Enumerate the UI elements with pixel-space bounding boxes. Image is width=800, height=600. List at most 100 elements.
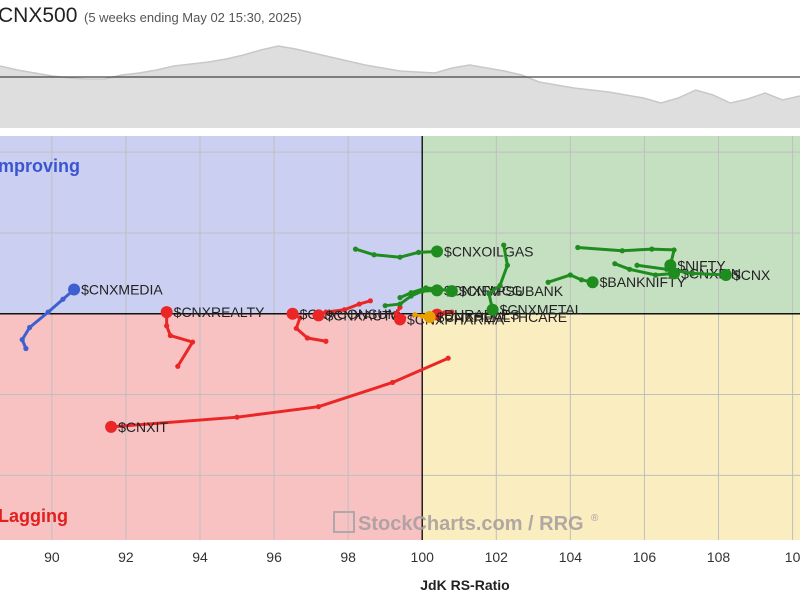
tail-point (619, 248, 625, 254)
tail-point (167, 332, 173, 339)
series-label: $CNXAUTO (326, 307, 402, 323)
tail-point (19, 337, 25, 343)
tail-point (389, 379, 396, 386)
series-label: $CNXCONSUM (300, 306, 400, 322)
tail-point (486, 290, 492, 297)
x-tick-label: 90 (44, 549, 60, 565)
tail-point (397, 301, 403, 307)
tail-point (545, 279, 551, 285)
tail-point (412, 311, 418, 318)
quadrants (0, 136, 800, 540)
series-label: $CNXPSUBANK (459, 283, 564, 299)
tail-point (341, 307, 348, 313)
watermark-text: StockCharts.com / RRG (358, 513, 584, 535)
series-label: $CNXFMCG (444, 282, 523, 298)
tail-head (586, 276, 599, 289)
series-cnxconsum: $CNXCONSUM (286, 306, 400, 344)
tail-point (164, 323, 170, 329)
tail-point (323, 338, 329, 344)
tail-point (664, 266, 670, 272)
x-tick-label: 102 (485, 549, 509, 565)
x-tick-label: 10 (785, 549, 800, 565)
gridlines (0, 136, 800, 540)
series-banknifty: $BANKNIFTY (545, 272, 687, 290)
tail-point (297, 315, 303, 321)
series-label: $CNXIT (118, 419, 168, 435)
series-cnxservice: $CNX (634, 262, 771, 283)
tail-point (408, 290, 414, 296)
chart-subtitle: (5 weeks ending May 02 15:30, 2025) (84, 10, 302, 25)
tail-point (671, 247, 677, 253)
tail-head (160, 306, 173, 319)
series-label: $CNXOILGAS (444, 244, 533, 260)
x-tick-label: 108 (707, 549, 731, 565)
tail-point (504, 262, 511, 268)
tail-point (627, 266, 633, 272)
quadrant-label-lagging: Lagging (0, 506, 68, 526)
series-cnxdurables: DURABLES (431, 307, 520, 323)
tail-point (445, 355, 451, 361)
series-cnxpsubank: $CNXPSUBANK (397, 283, 564, 301)
series-cnxmetal: $CNXMETAL (486, 242, 583, 318)
quadrant-leading (422, 136, 800, 314)
series-label: $CNXMETAL (500, 302, 583, 318)
quadrant-label-improving: mproving (0, 156, 80, 176)
x-tick-label: 106 (633, 549, 657, 565)
tail-head (68, 283, 81, 296)
benchmark-area (0, 46, 800, 128)
tail-head (394, 313, 406, 326)
tail-point (419, 313, 425, 319)
series-label: $CNXREALTY (174, 304, 265, 320)
tail-point (634, 262, 640, 268)
x-tick-label: 104 (559, 549, 583, 565)
tail-point (45, 309, 51, 315)
series-cnxit: $CNXIT (105, 355, 451, 435)
series-label: $CNX (733, 267, 771, 283)
tail-point (371, 252, 377, 258)
tail-point (449, 309, 455, 315)
tail-point (27, 324, 33, 331)
tail-point (315, 404, 322, 410)
tail-point (612, 261, 618, 267)
chart-title: CNX500 (0, 4, 78, 27)
x-tick-label: 96 (266, 549, 282, 565)
tail-head (445, 285, 458, 298)
x-axis: 90 92 94 96 98 100 102 104 106 108 10 JdK RS-Ratio (44, 549, 800, 593)
tail-point (501, 242, 507, 248)
series-cnxrealty: $CNXREALTY (160, 304, 265, 369)
quadrant-weakening (422, 313, 800, 540)
tail-point (578, 277, 585, 283)
tail-point (397, 295, 403, 301)
tail-point (689, 270, 696, 276)
benchmark-line (0, 45, 800, 104)
tail-head (431, 245, 444, 258)
tail-point (293, 325, 299, 331)
series-label: DURABLES (444, 307, 519, 323)
tail-point (352, 246, 359, 252)
tail-point (397, 254, 403, 260)
tail-point (652, 272, 659, 278)
tail-point (323, 309, 329, 315)
series-cnxhealthcare: $CNXHEALTHCARE (412, 309, 567, 325)
tail-head (312, 309, 325, 322)
series-label: $CNXHEALTHCARE (437, 309, 567, 325)
tail-point (189, 339, 196, 345)
tail-point (415, 249, 422, 255)
tail-point (575, 244, 581, 251)
benchmark-panel (0, 45, 800, 128)
x-tick-label: 92 (118, 549, 134, 565)
tail-point (649, 246, 655, 252)
tail-point (441, 310, 448, 316)
series-cnxmedia: $CNXMEDIA (19, 282, 163, 352)
chart-header: CNX500 (5 weeks ending May 02 15:30, 202… (0, 0, 800, 30)
tail-point (382, 303, 388, 309)
tail-point (356, 301, 362, 307)
tail-point (423, 285, 429, 291)
tail-point (175, 363, 181, 369)
tail-head (486, 303, 499, 316)
tail-point (438, 286, 444, 293)
tail-head (423, 310, 436, 323)
quadrant-improving (0, 136, 423, 314)
x-axis-label: JdK RS-Ratio (420, 577, 509, 593)
x-tick-label: 98 (340, 549, 356, 565)
